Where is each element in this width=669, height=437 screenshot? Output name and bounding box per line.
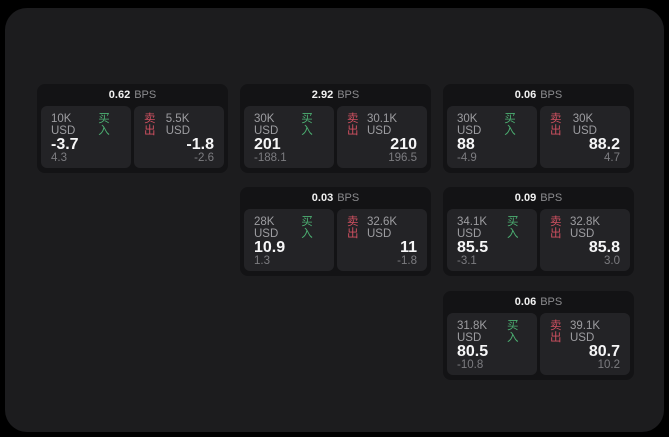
buy-label: 买入 — [301, 216, 313, 240]
sell-value: 85.8 — [588, 239, 620, 256]
sell-amount: 30K USD — [572, 113, 597, 137]
bps-suffix-label: BPS — [337, 191, 360, 204]
buy-value: -3.7 — [51, 136, 79, 153]
quote-card: 0.06 BPS 30K USD 买入 88 -4.9 卖出 30K USD 8… — [443, 84, 634, 173]
bps-header: 0.09 BPS — [443, 187, 634, 209]
buy-panel[interactable]: 30K USD 买入 88 -4.9 — [447, 106, 537, 168]
buy-value: 10.9 — [254, 239, 286, 256]
buy-amount: 31.8K USD — [457, 320, 488, 344]
buy-amount: 30K USD — [254, 113, 279, 137]
sell-amount: 5.5K USD — [165, 113, 190, 137]
sell-amount: 30.1K USD — [367, 113, 398, 137]
buy-subvalue: 4.3 — [51, 152, 67, 164]
bps-value: 0.06 — [514, 295, 537, 308]
quote-card: 2.92 BPS 30K USD 买入 201 -188.1 卖出 30.1K … — [240, 84, 431, 173]
sell-label: 卖出 — [144, 113, 156, 137]
bps-header: 0.06 BPS — [443, 291, 634, 313]
sell-label: 卖出 — [347, 113, 359, 137]
sell-amount: 32.6K USD — [367, 216, 398, 240]
sell-value: 88.2 — [588, 136, 620, 153]
quote-panels: 10K USD 买入 -3.7 4.3 卖出 5.5K USD -1.8 -2.… — [37, 106, 228, 168]
bps-header: 2.92 BPS — [240, 84, 431, 106]
buy-label: 买入 — [98, 113, 110, 137]
sell-subvalue: -1.8 — [397, 255, 417, 267]
sell-panel[interactable]: 卖出 39.1K USD 80.7 10.2 — [540, 313, 630, 375]
bps-value: 2.92 — [311, 88, 334, 101]
bps-suffix-label: BPS — [540, 191, 563, 204]
sell-panel[interactable]: 卖出 30K USD 88.2 4.7 — [540, 106, 630, 168]
bps-suffix-label: BPS — [540, 295, 563, 308]
sell-subvalue: -2.6 — [194, 152, 214, 164]
bps-suffix-label: BPS — [337, 88, 360, 101]
buy-subvalue: -10.8 — [457, 359, 484, 371]
sell-subvalue: 3.0 — [604, 255, 620, 267]
sell-panel[interactable]: 卖出 32.8K USD 85.8 3.0 — [540, 209, 630, 271]
buy-label: 买入 — [507, 320, 519, 344]
sell-value: 11 — [400, 239, 417, 256]
buy-subvalue: -3.1 — [457, 255, 477, 267]
quote-card: 0.06 BPS 31.8K USD 买入 80.5 -10.8 卖出 39.1… — [443, 291, 634, 380]
buy-subvalue: 1.3 — [254, 255, 270, 267]
sell-value: 80.7 — [588, 343, 620, 360]
quote-card: 0.03 BPS 28K USD 买入 10.9 1.3 卖出 32.6K US… — [240, 187, 431, 276]
buy-value: 80.5 — [457, 343, 489, 360]
quote-card: 0.62 BPS 10K USD 买入 -3.7 4.3 卖出 5.5K USD… — [37, 84, 228, 173]
buy-label: 买入 — [301, 113, 313, 137]
bps-header: 0.62 BPS — [37, 84, 228, 106]
bps-suffix-label: BPS — [540, 88, 563, 101]
bps-value: 0.03 — [311, 191, 334, 204]
quote-panels: 30K USD 买入 88 -4.9 卖出 30K USD 88.2 4.7 — [443, 106, 634, 168]
buy-panel[interactable]: 34.1K USD 买入 85.5 -3.1 — [447, 209, 537, 271]
bps-value: 0.09 — [514, 191, 537, 204]
quote-panels: 34.1K USD 买入 85.5 -3.1 卖出 32.8K USD 85.8… — [443, 209, 634, 271]
bps-value: 0.62 — [108, 88, 131, 101]
buy-value: 88 — [457, 136, 475, 153]
sell-value: -1.8 — [186, 136, 214, 153]
sell-amount: 39.1K USD — [570, 320, 601, 344]
quote-panels: 30K USD 买入 201 -188.1 卖出 30.1K USD 210 1… — [240, 106, 431, 168]
sell-amount: 32.8K USD — [570, 216, 601, 240]
buy-subvalue: -4.9 — [457, 152, 477, 164]
quote-panels: 28K USD 买入 10.9 1.3 卖出 32.6K USD 11 -1.8 — [240, 209, 431, 271]
buy-amount: 28K USD — [254, 216, 279, 240]
bps-suffix-label: BPS — [134, 88, 157, 101]
buy-amount: 10K USD — [51, 113, 76, 137]
bps-header: 0.03 BPS — [240, 187, 431, 209]
buy-value: 85.5 — [457, 239, 489, 256]
app-surface: 0.62 BPS 10K USD 买入 -3.7 4.3 卖出 5.5K USD… — [5, 8, 664, 432]
bps-value: 0.06 — [514, 88, 537, 101]
sell-panel[interactable]: 卖出 32.6K USD 11 -1.8 — [337, 209, 427, 271]
buy-panel[interactable]: 30K USD 买入 201 -188.1 — [244, 106, 334, 168]
buy-panel[interactable]: 10K USD 买入 -3.7 4.3 — [41, 106, 131, 168]
sell-subvalue: 4.7 — [604, 152, 620, 164]
quote-card: 0.09 BPS 34.1K USD 买入 85.5 -3.1 卖出 32.8K… — [443, 187, 634, 276]
buy-subvalue: -188.1 — [254, 152, 287, 164]
buy-panel[interactable]: 31.8K USD 买入 80.5 -10.8 — [447, 313, 537, 375]
buy-amount: 34.1K USD — [457, 216, 488, 240]
buy-value: 201 — [254, 136, 281, 153]
buy-panel[interactable]: 28K USD 买入 10.9 1.3 — [244, 209, 334, 271]
buy-label: 买入 — [504, 113, 516, 137]
sell-panel[interactable]: 卖出 5.5K USD -1.8 -2.6 — [134, 106, 224, 168]
sell-label: 卖出 — [347, 216, 359, 240]
sell-subvalue: 10.2 — [597, 359, 620, 371]
buy-label: 买入 — [507, 216, 519, 240]
sell-subvalue: 196.5 — [388, 152, 417, 164]
sell-label: 卖出 — [550, 320, 562, 344]
buy-amount: 30K USD — [457, 113, 482, 137]
bps-header: 0.06 BPS — [443, 84, 634, 106]
sell-label: 卖出 — [550, 113, 562, 137]
sell-label: 卖出 — [550, 216, 562, 240]
sell-value: 210 — [390, 136, 417, 153]
sell-panel[interactable]: 卖出 30.1K USD 210 196.5 — [337, 106, 427, 168]
quote-panels: 31.8K USD 买入 80.5 -10.8 卖出 39.1K USD 80.… — [443, 313, 634, 375]
